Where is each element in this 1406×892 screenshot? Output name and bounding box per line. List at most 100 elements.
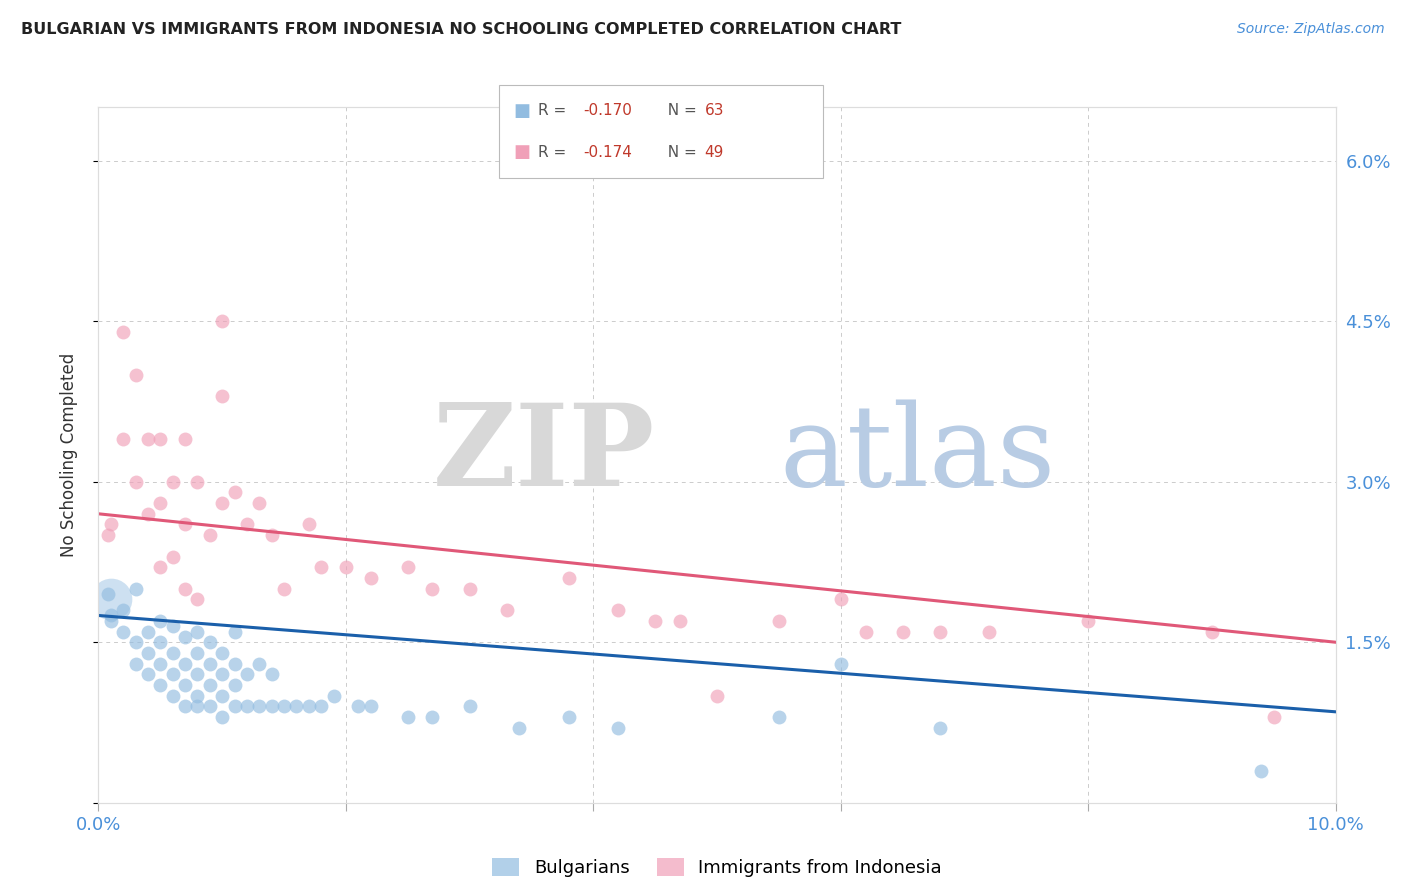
Point [174,699,197,714]
Point [124,657,146,671]
Point [1077,614,1099,628]
Point [186,646,208,660]
Point [100,517,122,532]
Point [198,699,221,714]
Point [396,560,419,574]
Point [557,710,579,724]
Point [186,475,208,489]
Point [174,582,197,596]
Point [322,689,344,703]
Point [458,699,481,714]
Point [162,689,184,703]
Point [174,678,197,692]
Point [186,667,208,681]
Point [112,432,135,446]
Text: BULGARIAN VS IMMIGRANTS FROM INDONESIA NO SCHOOLING COMPLETED CORRELATION CHART: BULGARIAN VS IMMIGRANTS FROM INDONESIA N… [21,22,901,37]
Text: ■: ■ [513,144,530,161]
Point [211,710,233,724]
Point [830,592,852,607]
Point [607,603,630,617]
Point [891,624,914,639]
Point [979,624,1001,639]
Text: 49: 49 [704,145,724,160]
Point [162,549,184,564]
Point [198,657,221,671]
Point [768,614,790,628]
Point [149,496,172,510]
Point [309,699,332,714]
Text: Source: ZipAtlas.com: Source: ZipAtlas.com [1237,22,1385,37]
Point [174,657,197,671]
Point [928,624,950,639]
Point [247,657,270,671]
Point [112,624,135,639]
Point [186,699,208,714]
Text: R =: R = [538,145,572,160]
Point [285,699,308,714]
Point [298,517,321,532]
Point [112,603,135,617]
Text: N =: N = [658,145,702,160]
Point [247,699,270,714]
Point [162,646,184,660]
Text: -0.170: -0.170 [583,103,633,119]
Point [186,689,208,703]
Point [136,646,159,660]
Point [1201,624,1223,639]
Point [855,624,877,639]
Point [211,314,233,328]
Point [224,485,246,500]
Point [149,560,172,574]
Point [124,582,146,596]
Point [149,635,172,649]
Point [1250,764,1272,778]
Point [260,528,283,542]
Point [149,657,172,671]
Point [186,592,208,607]
Point [211,646,233,660]
Point [422,582,444,596]
Point [149,432,172,446]
Point [224,657,246,671]
Point [273,582,295,596]
Point [247,496,270,510]
Point [149,678,172,692]
Point [607,721,630,735]
Text: ZIP: ZIP [433,400,655,510]
Point [768,710,790,724]
Point [186,624,208,639]
Text: atlas: atlas [779,400,1056,510]
Text: R =: R = [538,103,572,119]
Point [211,667,233,681]
Point [830,657,852,671]
Point [236,667,259,681]
Text: -0.174: -0.174 [583,145,633,160]
Y-axis label: No Schooling Completed: No Schooling Completed [59,353,77,557]
Point [669,614,692,628]
Point [97,587,120,601]
Point [224,624,246,639]
Point [557,571,579,585]
Point [124,368,146,382]
Point [495,603,517,617]
Point [149,614,172,628]
Point [236,517,259,532]
Point [198,528,221,542]
Text: ■: ■ [513,102,530,120]
Point [298,699,321,714]
Point [136,432,159,446]
Point [360,699,382,714]
Point [211,689,233,703]
Point [260,699,283,714]
Point [112,325,135,339]
Point [224,699,246,714]
Point [236,699,259,714]
Point [422,710,444,724]
Point [136,667,159,681]
Point [260,667,283,681]
Point [211,389,233,403]
Point [198,678,221,692]
Point [309,560,332,574]
Text: N =: N = [658,103,702,119]
Point [224,678,246,692]
